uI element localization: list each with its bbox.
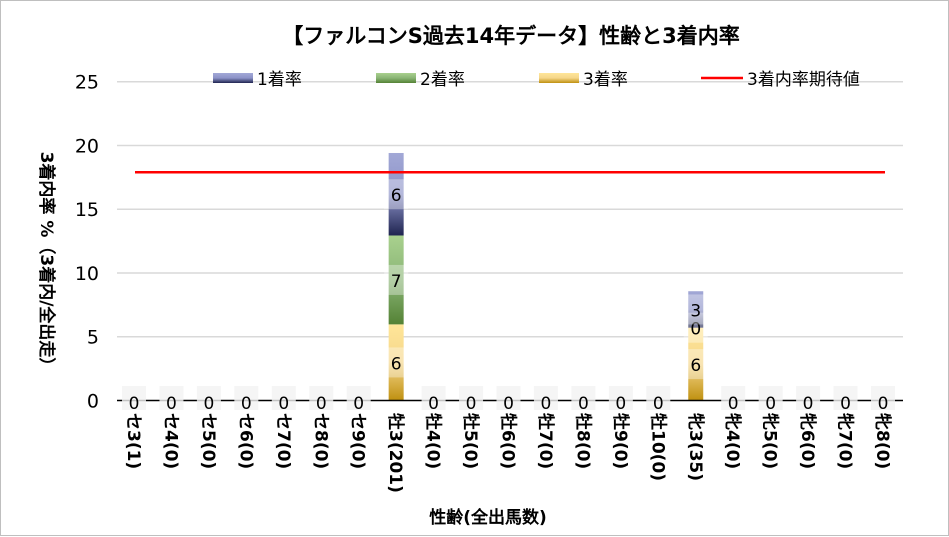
x-tick-label: 牡8(0) bbox=[572, 413, 593, 469]
data-label-bg bbox=[309, 386, 334, 410]
data-label: 0 bbox=[653, 394, 664, 414]
data-label-bg bbox=[721, 386, 746, 410]
x-tick-label: 牡4(0) bbox=[423, 413, 444, 469]
data-label-bg bbox=[496, 386, 521, 410]
x-tick-label: 牡10(0) bbox=[647, 413, 668, 481]
data-label-bg bbox=[234, 386, 259, 410]
x-tick-label: 牡5(0) bbox=[460, 413, 481, 469]
data-label: 0 bbox=[316, 394, 327, 414]
bar-3着率 bbox=[388, 324, 404, 401]
data-label: 0 bbox=[129, 394, 140, 414]
data-label: 0 bbox=[728, 394, 739, 414]
data-label-bg bbox=[384, 264, 409, 295]
data-label: 0 bbox=[466, 394, 477, 414]
legend-swatch bbox=[213, 73, 253, 83]
data-label-bg bbox=[758, 386, 783, 410]
x-tick-label: 牝6(0) bbox=[797, 413, 818, 469]
x-tick-label: 牝7(0) bbox=[835, 413, 856, 469]
x-tick-label: セ6(0) bbox=[235, 413, 255, 469]
data-label: 0 bbox=[541, 394, 552, 414]
data-label-bg bbox=[683, 312, 708, 343]
legend-swatch bbox=[376, 73, 416, 83]
x-tick-label: セ4(0) bbox=[160, 413, 180, 469]
data-label: 0 bbox=[241, 394, 252, 414]
legend-swatch bbox=[539, 73, 579, 83]
y-tick-label: 20 bbox=[75, 135, 99, 157]
x-tick-label: セ7(0) bbox=[273, 413, 293, 469]
bar-2着率 bbox=[388, 235, 404, 325]
x-tick-label: 牡6(0) bbox=[498, 413, 519, 469]
data-label: 6 bbox=[690, 356, 701, 376]
data-label-bg bbox=[871, 386, 895, 410]
data-label: 0 bbox=[203, 394, 214, 414]
data-label-bg bbox=[683, 294, 708, 325]
data-label: 0 bbox=[503, 394, 514, 414]
data-label: 3 bbox=[690, 301, 701, 321]
bar-1着率 bbox=[688, 291, 704, 328]
x-tick-label: 牡7(0) bbox=[535, 413, 556, 469]
data-label-bg bbox=[384, 347, 409, 378]
data-label: 0 bbox=[353, 394, 364, 414]
x-tick-label: セ3(1) bbox=[123, 413, 143, 469]
data-label: 0 bbox=[166, 394, 177, 414]
data-label-bg bbox=[271, 386, 296, 410]
data-label: 7 bbox=[391, 272, 402, 292]
data-label-bg bbox=[346, 386, 371, 410]
legend-label: 1着率 bbox=[257, 70, 302, 90]
data-label-bg bbox=[159, 386, 184, 410]
data-label: 0 bbox=[803, 394, 814, 414]
data-label-bg bbox=[571, 386, 596, 410]
y-tick-label: 25 bbox=[75, 72, 99, 94]
bar-3着率 bbox=[688, 327, 704, 401]
x-tick-label: セ8(0) bbox=[310, 413, 330, 469]
data-label: 6 bbox=[391, 186, 402, 206]
data-label-bg bbox=[608, 386, 633, 410]
data-label-bg bbox=[646, 386, 671, 410]
x-tick-label: セ9(0) bbox=[348, 413, 368, 469]
x-tick-label: 牝5(0) bbox=[760, 413, 781, 469]
legend-label: 3着内率期待値 bbox=[747, 70, 860, 90]
data-label-bg bbox=[122, 386, 146, 410]
data-label: 0 bbox=[278, 394, 289, 414]
y-tick-label: 0 bbox=[87, 391, 99, 413]
x-tick-label: 牝8(0) bbox=[872, 413, 893, 469]
data-label-bg bbox=[533, 386, 558, 410]
data-label-bg bbox=[796, 386, 821, 410]
data-label: 0 bbox=[615, 394, 626, 414]
data-label-bg bbox=[683, 349, 708, 380]
x-tick-label: 牝4(0) bbox=[722, 413, 743, 469]
data-label-bg bbox=[384, 179, 409, 210]
data-label: 6 bbox=[391, 354, 402, 374]
chart-title: 【ファルコンS過去14年データ】性齢と3着内率 bbox=[282, 24, 740, 48]
y-tick-label: 5 bbox=[87, 327, 99, 349]
legend-label: 3着率 bbox=[583, 70, 628, 90]
data-label-bg bbox=[833, 386, 858, 410]
y-tick-label: 10 bbox=[75, 263, 99, 285]
bar-1着率 bbox=[388, 152, 404, 236]
data-label-bg bbox=[459, 386, 484, 410]
data-label: 0 bbox=[878, 394, 889, 414]
data-label: 0 bbox=[578, 394, 589, 414]
data-label: 0 bbox=[428, 394, 439, 414]
x-tick-label: 牡9(0) bbox=[610, 413, 631, 469]
data-label-bg bbox=[421, 386, 446, 410]
y-tick-label: 15 bbox=[75, 199, 99, 221]
legend-label: 2着率 bbox=[420, 70, 465, 90]
x-tick-label: セ5(0) bbox=[198, 413, 218, 469]
x-tick-label: 牡3(201) bbox=[385, 413, 406, 493]
data-label-bg bbox=[196, 386, 221, 410]
y-axis-title: 3着内率 %（3着内/全出走） bbox=[36, 152, 57, 375]
data-label: 0 bbox=[840, 394, 851, 414]
x-axis-title: 性齢(全出馬数) bbox=[429, 507, 547, 528]
data-label: 0 bbox=[690, 320, 701, 340]
data-label: 0 bbox=[765, 394, 776, 414]
x-tick-label: 牝3(35) bbox=[685, 413, 706, 481]
